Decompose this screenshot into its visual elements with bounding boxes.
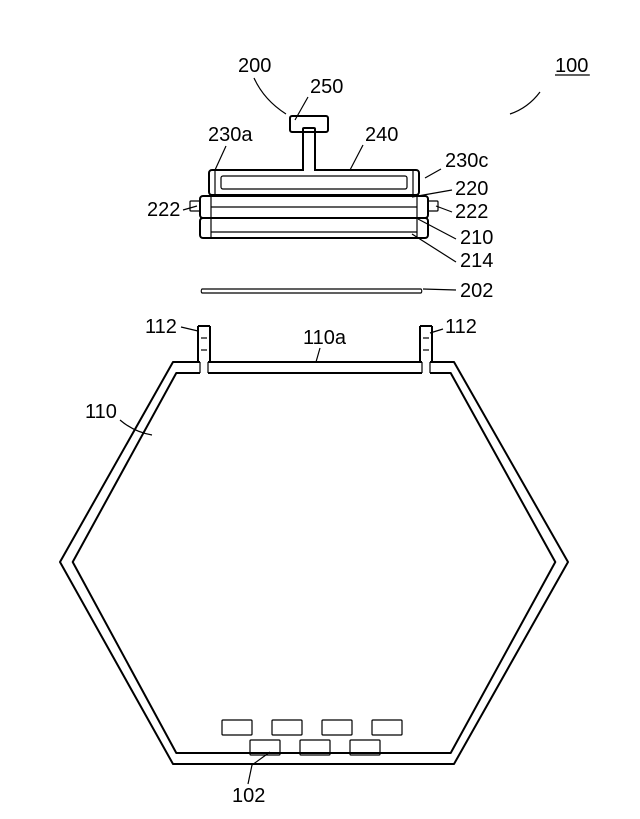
chip [322,720,352,735]
labels: 100200250230a240230c22222222021021420211… [85,55,590,807]
chips-group [222,720,402,755]
leader-n102 [248,752,270,784]
label-n112R: 112 [445,316,477,338]
top-block [209,170,419,195]
label-n112L: 112 [145,316,177,338]
label-n202: 202 [460,280,493,302]
leader-n240 [350,145,363,170]
plate [201,289,422,293]
chip [222,720,252,735]
label-n222L: 222 [147,199,180,221]
label-n214: 214 [460,250,493,272]
leader-n100 [510,92,540,114]
leader-n214 [412,234,456,262]
label-n230a: 230a [208,124,253,146]
label-n102: 102 [232,785,265,807]
label-n110: 110 [85,401,117,423]
label-n230c: 230c [445,150,488,172]
label-n250: 250 [310,76,343,98]
base-block [200,218,428,238]
leader-n110a [316,348,320,362]
label-n110a: 110a [303,327,347,349]
chip [272,720,302,735]
bolt-stem [303,128,315,170]
label-n222R: 222 [455,201,488,223]
hexagon-vessel [60,326,568,764]
leader-n230a [215,146,226,170]
leader-n200 [254,78,286,114]
chip [372,720,402,735]
label-n100: 100 [555,55,588,77]
leader-n112L [181,327,198,331]
leader-n210 [418,219,456,239]
leader-n202 [423,289,456,290]
label-n200: 200 [238,55,271,77]
leader-n230c [425,169,441,178]
label-n210: 210 [460,227,493,249]
patent-figure: 100200250230a240230c22222222021021420211… [0,0,640,819]
label-n240: 240 [365,124,398,146]
label-n220: 220 [455,178,488,200]
